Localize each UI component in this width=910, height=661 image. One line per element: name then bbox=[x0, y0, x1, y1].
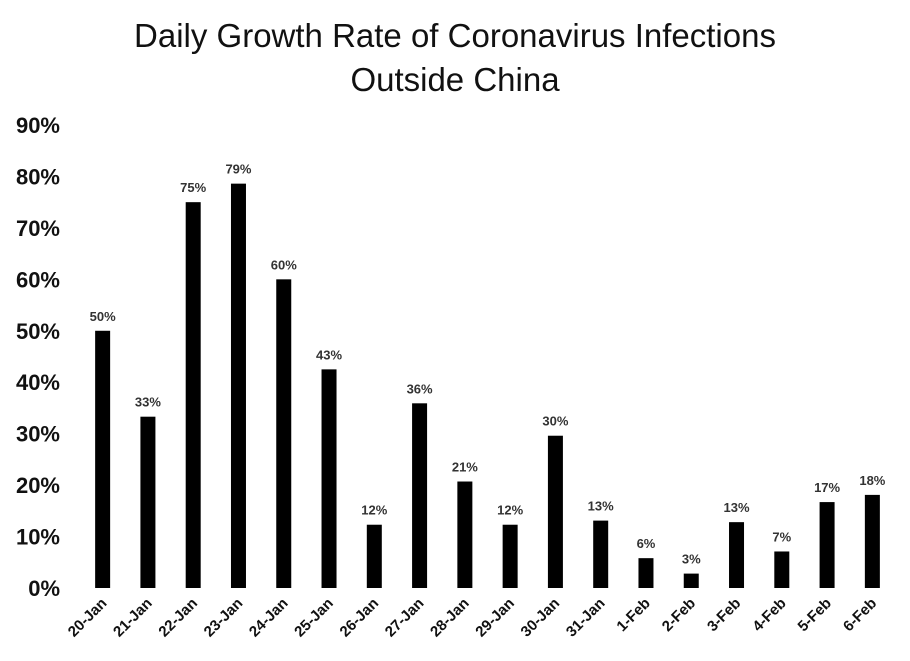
bar bbox=[457, 481, 473, 588]
data-label: 7% bbox=[772, 529, 791, 544]
data-label: 79% bbox=[225, 162, 251, 177]
bar bbox=[412, 403, 428, 588]
bar bbox=[638, 558, 654, 588]
y-tick-label: 0% bbox=[28, 576, 60, 601]
data-label: 60% bbox=[271, 257, 297, 272]
x-tick-label: 25-Jan bbox=[291, 595, 337, 641]
data-label: 13% bbox=[724, 500, 750, 515]
y-tick-label: 30% bbox=[16, 422, 60, 447]
chart-title-line2: Outside China bbox=[350, 61, 560, 98]
data-label: 75% bbox=[180, 180, 206, 195]
y-tick-label: 90% bbox=[16, 113, 60, 138]
x-tick-label: 5-Feb bbox=[795, 595, 835, 635]
x-tick-label: 31-Jan bbox=[563, 595, 609, 641]
bars bbox=[95, 183, 880, 588]
data-labels: 50% 33% 75% 79% 60% 43% 12% 36% 21% 12% 30% 13% 6% 3%… bbox=[90, 162, 886, 567]
x-tick-label: 26-Jan bbox=[337, 595, 383, 641]
y-tick-label: 80% bbox=[16, 164, 60, 189]
y-tick-label: 10% bbox=[16, 525, 60, 550]
chart-title: Daily Growth Rate of Coronavirus Infecti… bbox=[0, 14, 910, 102]
x-tick-label: 20-Jan bbox=[65, 595, 111, 641]
y-tick-label: 40% bbox=[16, 370, 60, 395]
x-tick-label: 4-Feb bbox=[749, 595, 789, 635]
x-tick-label: 29-Jan bbox=[472, 595, 518, 641]
bar bbox=[819, 502, 835, 588]
bar bbox=[729, 522, 745, 588]
chart-title-line1: Daily Growth Rate of Coronavirus Infecti… bbox=[134, 17, 776, 54]
x-tick-label: 21-Jan bbox=[110, 595, 156, 641]
bar bbox=[185, 202, 201, 588]
bar bbox=[366, 524, 382, 588]
bar bbox=[683, 573, 699, 588]
bar bbox=[547, 435, 563, 588]
x-tick-label: 3-Feb bbox=[704, 595, 744, 635]
x-tick-label: 22-Jan bbox=[155, 595, 201, 641]
bar bbox=[95, 330, 111, 588]
bar bbox=[593, 520, 609, 588]
x-tick-label: 23-Jan bbox=[201, 595, 247, 641]
bar bbox=[276, 279, 292, 588]
y-tick-label: 50% bbox=[16, 319, 60, 344]
data-label: 12% bbox=[497, 503, 523, 518]
data-label: 17% bbox=[814, 480, 840, 495]
y-tick-label: 60% bbox=[16, 267, 60, 292]
data-label: 43% bbox=[316, 347, 342, 362]
data-label: 13% bbox=[588, 499, 614, 514]
bar bbox=[502, 524, 518, 588]
data-label: 3% bbox=[682, 552, 701, 567]
data-label: 6% bbox=[637, 536, 656, 551]
data-label: 33% bbox=[135, 395, 161, 410]
x-tick-label: 30-Jan bbox=[518, 595, 564, 641]
bar bbox=[140, 416, 156, 588]
y-tick-label: 20% bbox=[16, 473, 60, 498]
bar bbox=[230, 183, 246, 588]
bar bbox=[864, 494, 880, 588]
x-tick-label: 28-Jan bbox=[427, 595, 473, 641]
x-tick-label: 1-Feb bbox=[613, 595, 653, 635]
data-label: 12% bbox=[361, 503, 387, 518]
data-label: 30% bbox=[542, 414, 568, 429]
data-label: 36% bbox=[407, 381, 433, 396]
x-tick-label: 27-Jan bbox=[382, 595, 428, 641]
x-axis: 20-Jan 21-Jan 22-Jan 23-Jan 24-Jan 25-Jan 26-J… bbox=[65, 595, 880, 641]
data-label: 21% bbox=[452, 460, 478, 475]
bar bbox=[321, 369, 337, 588]
y-axis: 0% 10% 20% 30% 40% 50% 60% 70% 80% 90% bbox=[16, 113, 60, 601]
data-label: 50% bbox=[90, 309, 116, 324]
data-label: 18% bbox=[859, 473, 885, 488]
y-tick-label: 70% bbox=[16, 216, 60, 241]
x-tick-label: 6-Feb bbox=[840, 595, 880, 635]
x-tick-label: 24-Jan bbox=[246, 595, 292, 641]
x-tick-label: 2-Feb bbox=[659, 595, 699, 635]
bar bbox=[774, 551, 790, 588]
